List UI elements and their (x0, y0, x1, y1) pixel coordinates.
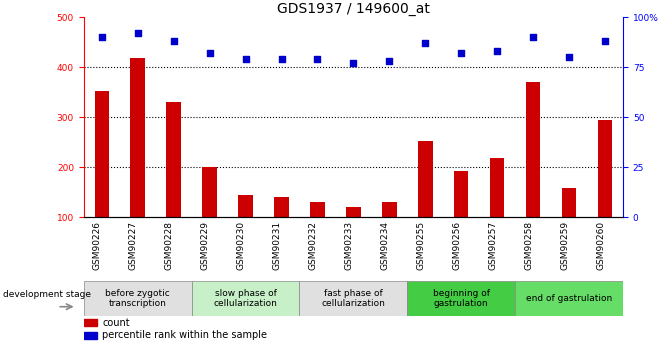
Bar (346, 207, 360, 267)
Text: GSM90257: GSM90257 (488, 221, 497, 270)
Point (204, 50, 215, 56)
Bar (382, 202, 397, 267)
Bar (84, 332, 97, 339)
Text: GSM90232: GSM90232 (308, 221, 318, 270)
Bar (84, 319, 97, 326)
Text: GSM90256: GSM90256 (452, 221, 461, 270)
Point (96, 34, 107, 40)
Bar (202, 167, 217, 267)
Bar (407, 281, 515, 316)
Point (384, 59, 395, 64)
Bar (94, 91, 109, 267)
Text: percentile rank within the sample: percentile rank within the sample (102, 330, 267, 340)
Bar (310, 202, 325, 267)
Text: GSM90227: GSM90227 (129, 221, 138, 270)
Title: GDS1937 / 149600_at: GDS1937 / 149600_at (277, 2, 430, 16)
Text: GSM90255: GSM90255 (416, 221, 425, 270)
Bar (239, 195, 253, 267)
Text: GSM90259: GSM90259 (560, 221, 570, 270)
Point (600, 39, 610, 44)
Text: GSM90226: GSM90226 (92, 221, 102, 270)
Bar (299, 281, 407, 316)
Bar (454, 171, 468, 267)
Point (348, 60, 359, 66)
Text: fast phase of
cellularization: fast phase of cellularization (322, 289, 385, 308)
Bar (418, 141, 433, 267)
Text: GSM90229: GSM90229 (200, 221, 210, 270)
Bar (166, 102, 181, 267)
Text: end of gastrulation: end of gastrulation (526, 294, 612, 303)
Text: GSM90228: GSM90228 (165, 221, 174, 270)
Point (564, 55, 575, 60)
Bar (131, 58, 145, 267)
Bar (515, 281, 623, 316)
Bar (274, 197, 289, 267)
Text: count: count (102, 318, 130, 328)
Point (528, 34, 539, 40)
Text: GSM90258: GSM90258 (524, 221, 533, 270)
Bar (84, 281, 192, 316)
Text: GSM90231: GSM90231 (273, 221, 281, 270)
Point (492, 49, 502, 54)
Point (168, 39, 179, 44)
Bar (526, 82, 541, 267)
Text: GSM90233: GSM90233 (344, 221, 354, 270)
Bar (598, 120, 612, 267)
Point (420, 40, 431, 46)
Text: beginning of
gastrulation: beginning of gastrulation (433, 289, 490, 308)
Text: development stage: development stage (3, 290, 91, 299)
Text: GSM90230: GSM90230 (237, 221, 245, 270)
Point (276, 57, 287, 62)
Bar (562, 188, 576, 267)
Point (312, 57, 323, 62)
Point (240, 57, 251, 62)
Text: before zygotic
transcription: before zygotic transcription (105, 289, 170, 308)
Bar (490, 158, 505, 267)
Text: slow phase of
cellularization: slow phase of cellularization (214, 289, 277, 308)
Bar (192, 281, 299, 316)
Text: GSM90234: GSM90234 (381, 221, 389, 270)
Point (133, 30, 143, 36)
Point (456, 50, 467, 56)
Text: GSM90260: GSM90260 (596, 221, 605, 270)
